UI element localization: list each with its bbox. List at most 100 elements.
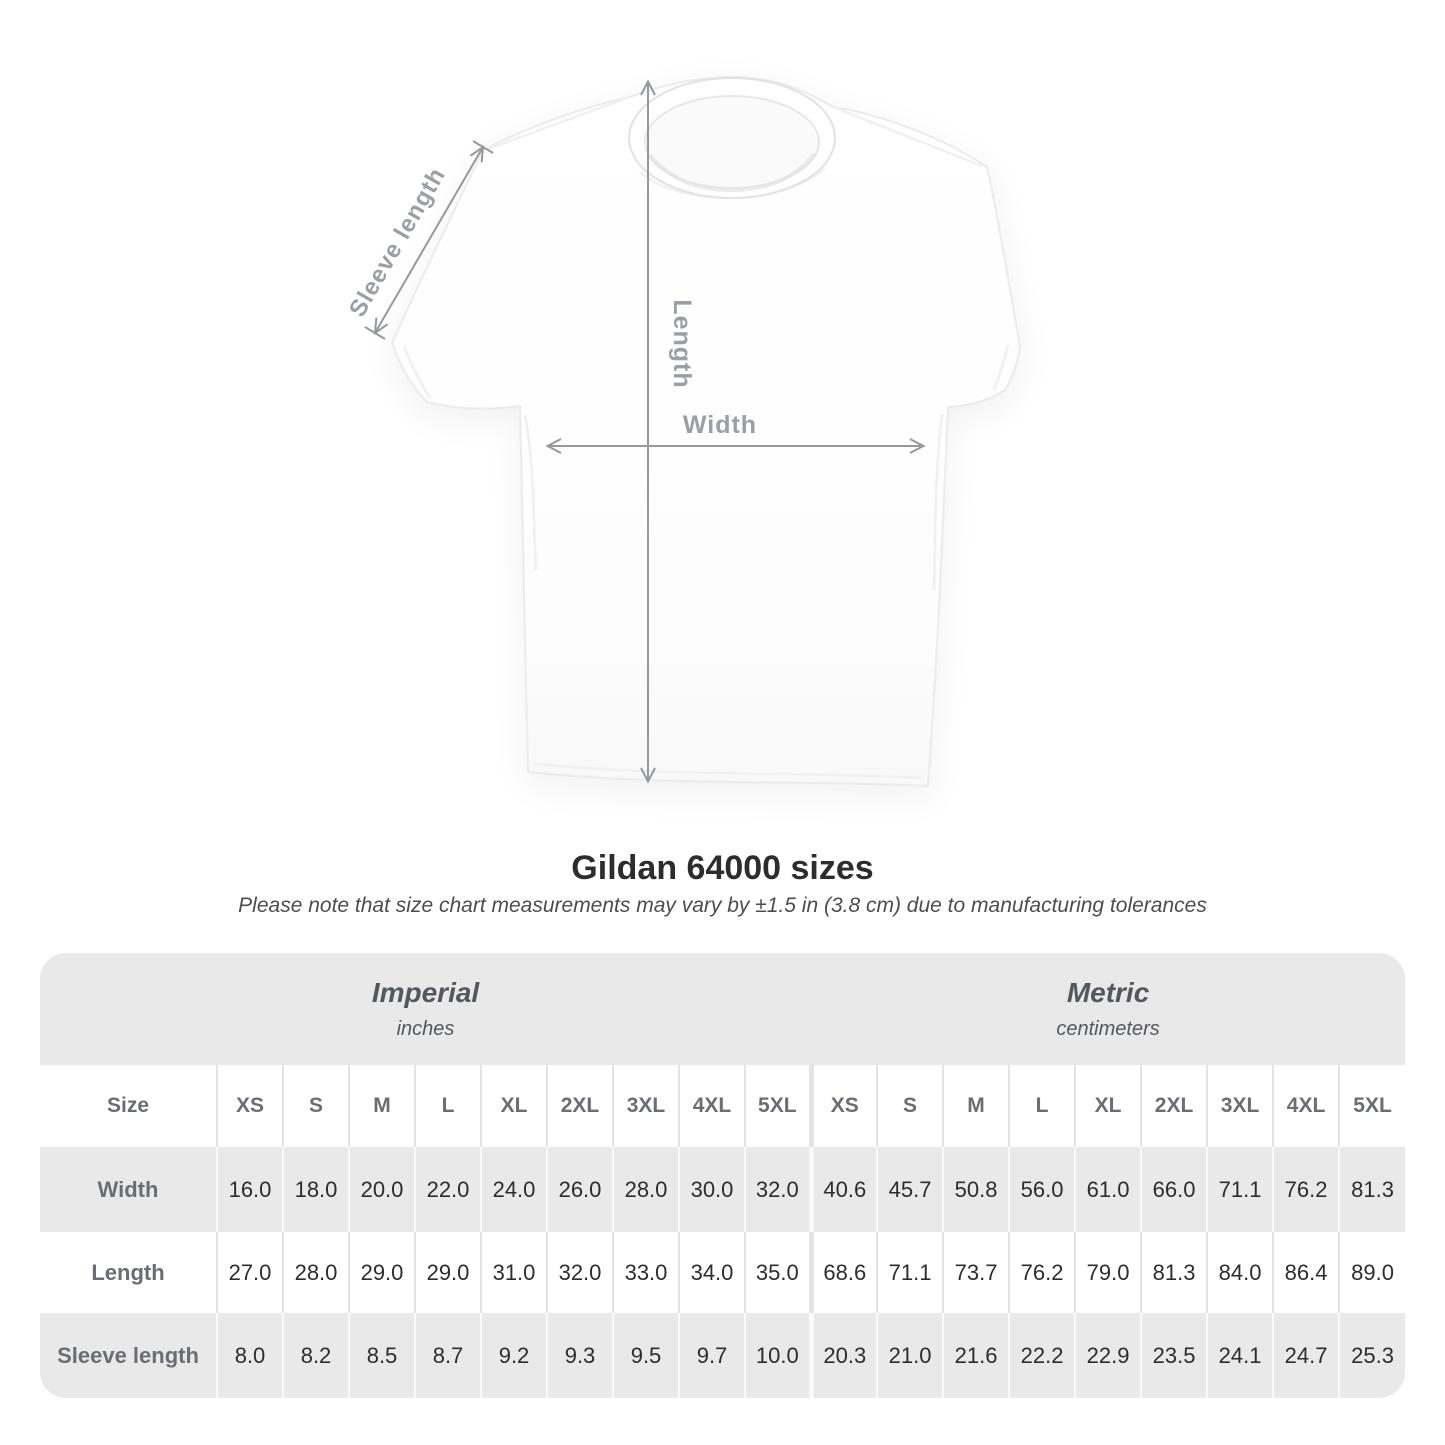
size-cell: S: [876, 1065, 944, 1147]
value-cell: 22.9: [1074, 1313, 1142, 1398]
page-title: Gildan 64000 sizes: [571, 849, 874, 887]
metric-section-title: Metric: [1066, 977, 1150, 1008]
value-cell: 16.0: [216, 1147, 283, 1232]
value-cell: 28.0: [282, 1232, 349, 1313]
value-cell: 21.0: [876, 1313, 944, 1398]
unit-section-row: Imperial inches Metric centimeters: [40, 953, 1405, 1065]
value-cell: 81.3: [1140, 1232, 1208, 1313]
size-cell: XS: [808, 1065, 878, 1147]
value-cell: 31.0: [480, 1232, 547, 1313]
row-label: Length: [40, 1232, 217, 1313]
size-cell: 2XL: [546, 1065, 613, 1147]
value-cell: 20.3: [808, 1313, 878, 1398]
tshirt-collar-shadow: [648, 152, 816, 193]
value-cell: 8.7: [414, 1313, 481, 1398]
value-cell: 26.0: [546, 1147, 613, 1232]
value-cell: 9.7: [678, 1313, 745, 1398]
value-cell: 84.0: [1206, 1232, 1274, 1313]
row-label: Sleeve length: [40, 1313, 217, 1398]
value-cell: 40.6: [808, 1147, 878, 1232]
value-cell: 29.0: [348, 1232, 415, 1313]
size-cell: 4XL: [678, 1065, 745, 1147]
size-table-container: Imperial inches Metric centimeters Size …: [40, 953, 1405, 1398]
value-cell: 71.1: [1206, 1147, 1274, 1232]
metric-section-unit: centimeters: [1056, 1018, 1160, 1040]
length-row: Length 27.0 28.0 29.0 29.0 31.0 32.0 33.…: [40, 1232, 1405, 1313]
value-cell: 22.0: [414, 1147, 481, 1232]
size-cell: 3XL: [1206, 1065, 1274, 1147]
value-cell: 73.7: [942, 1232, 1010, 1313]
size-header-label: Size: [40, 1065, 217, 1147]
size-cell: 5XL: [743, 1065, 812, 1147]
imperial-section-header: Imperial inches: [40, 953, 812, 1065]
width-label: Width: [683, 411, 757, 439]
value-cell: 30.0: [678, 1147, 745, 1232]
value-cell: 24.0: [480, 1147, 547, 1232]
value-cell: 35.0: [743, 1232, 812, 1313]
value-cell: 9.2: [480, 1313, 547, 1398]
row-label: Width: [40, 1147, 217, 1232]
value-cell: 68.6: [808, 1232, 878, 1313]
size-cell: XL: [480, 1065, 547, 1147]
value-cell: 89.0: [1338, 1232, 1405, 1313]
size-cell: S: [282, 1065, 349, 1147]
value-cell: 32.0: [546, 1232, 613, 1313]
size-cell: M: [348, 1065, 415, 1147]
tshirt-measurement-diagram: Sleeve length Length Width: [330, 50, 1090, 820]
value-cell: 9.5: [612, 1313, 679, 1398]
sleeve-length-row: Sleeve length 8.0 8.2 8.5 8.7 9.2 9.3 9.…: [40, 1313, 1405, 1398]
length-arrow: [640, 79, 656, 784]
size-cell: 3XL: [612, 1065, 679, 1147]
value-cell: 28.0: [612, 1147, 679, 1232]
size-cell: XS: [216, 1065, 283, 1147]
metric-section-header: Metric centimeters: [811, 953, 1405, 1065]
value-cell: 56.0: [1008, 1147, 1076, 1232]
sleeve-length-arrow: [364, 140, 494, 340]
length-label: Length: [668, 299, 696, 388]
value-cell: 61.0: [1074, 1147, 1142, 1232]
size-table: Imperial inches Metric centimeters Size …: [40, 953, 1405, 1398]
value-cell: 20.0: [348, 1147, 415, 1232]
value-cell: 32.0: [743, 1147, 812, 1232]
imperial-section-title: Imperial: [371, 977, 480, 1008]
value-cell: 33.0: [612, 1232, 679, 1313]
value-cell: 22.2: [1008, 1313, 1076, 1398]
value-cell: 71.1: [876, 1232, 944, 1313]
value-cell: 8.0: [216, 1313, 283, 1398]
value-cell: 34.0: [678, 1232, 745, 1313]
tshirt-image: [391, 76, 1021, 787]
value-cell: 76.2: [1272, 1147, 1340, 1232]
size-cell: XL: [1074, 1065, 1142, 1147]
size-cell: 4XL: [1272, 1065, 1340, 1147]
size-cell: M: [942, 1065, 1010, 1147]
size-cell: L: [414, 1065, 481, 1147]
value-cell: 8.5: [348, 1313, 415, 1398]
value-cell: 24.1: [1206, 1313, 1274, 1398]
value-cell: 79.0: [1074, 1232, 1142, 1313]
value-cell: 45.7: [876, 1147, 944, 1232]
sleeve-length-label: Sleeve length: [344, 163, 451, 322]
value-cell: 8.2: [282, 1313, 349, 1398]
width-row: Width 16.0 18.0 20.0 22.0 24.0 26.0 28.0…: [40, 1147, 1405, 1232]
value-cell: 25.3: [1338, 1313, 1405, 1398]
size-cell: L: [1008, 1065, 1076, 1147]
value-cell: 76.2: [1008, 1232, 1076, 1313]
value-cell: 18.0: [282, 1147, 349, 1232]
size-cell: 2XL: [1140, 1065, 1208, 1147]
tolerance-note: Please note that size chart measurements…: [238, 894, 1207, 917]
measurement-arrows-overlay: Sleeve length Length Width: [344, 79, 926, 784]
size-header-row: Size XS S M L XL 2XL 3XL 4XL 5XL XS S M …: [40, 1065, 1405, 1147]
value-cell: 81.3: [1338, 1147, 1405, 1232]
tshirt-body: [391, 76, 1021, 787]
value-cell: 23.5: [1140, 1313, 1208, 1398]
value-cell: 21.6: [942, 1313, 1010, 1398]
value-cell: 50.8: [942, 1147, 1010, 1232]
width-arrow: [545, 438, 926, 454]
value-cell: 10.0: [743, 1313, 812, 1398]
value-cell: 66.0: [1140, 1147, 1208, 1232]
value-cell: 86.4: [1272, 1232, 1340, 1313]
value-cell: 27.0: [216, 1232, 283, 1313]
value-cell: 29.0: [414, 1232, 481, 1313]
imperial-section-unit: inches: [396, 1018, 455, 1040]
